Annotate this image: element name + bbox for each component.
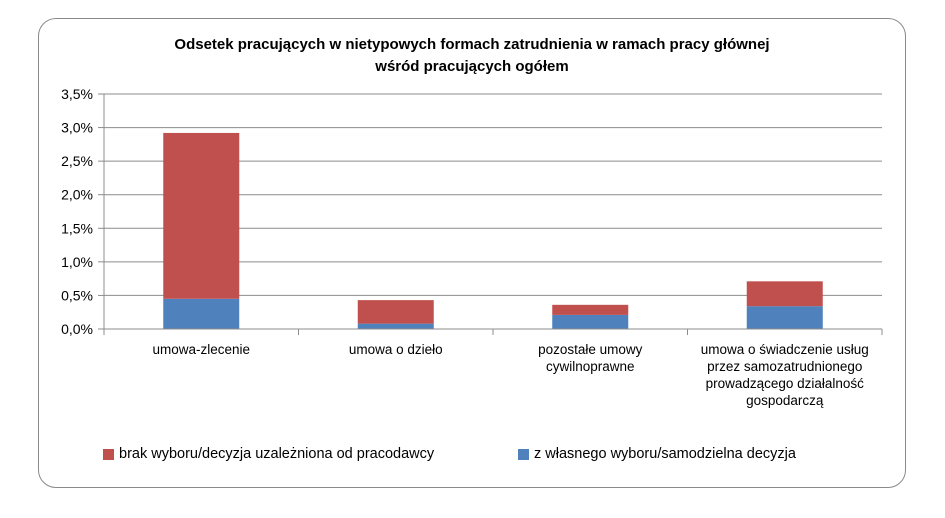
chart-title-line-1: Odsetek pracujących w nietypowych formac… (174, 36, 770, 53)
legend-label-brak-wyboru: brak wyboru/decyzja uzależniona od praco… (119, 446, 435, 462)
x-category-label-line: umowa o świadczenie usług (700, 342, 869, 357)
legend-item-brak-wyboru: brak wyboru/decyzja uzależniona od praco… (103, 446, 434, 462)
x-category-label-line: cywilnoprawne (545, 359, 635, 374)
y-tick-label: 1,0% (61, 254, 93, 270)
bar-brak-wyboru-0 (163, 132, 240, 299)
x-category-label-line: prowadzącego działalność (705, 376, 864, 391)
bar-brak-wyboru-1 (357, 300, 434, 324)
legend-item-wlasny-wybor: z własnego wyboru/samodzielna decyzja (518, 446, 796, 462)
x-category-label-line: umowa-zlecenie (152, 342, 251, 357)
legend-swatch-red (103, 448, 114, 460)
bar-brak-wyboru-3 (746, 281, 823, 307)
y-tick-label: 3,5% (61, 86, 93, 102)
legend-swatch-blue (518, 448, 529, 460)
y-tick-label: 2,0% (61, 187, 93, 203)
bar-wlasny-wybor-2 (552, 314, 629, 329)
chart-title: Odsetek pracujących w nietypowych formac… (38, 34, 906, 78)
y-tick-label: 0,5% (61, 287, 93, 303)
bar-wlasny-wybor-1 (357, 323, 434, 329)
x-category-label: umowa o dzieło (296, 341, 496, 358)
y-tick-label: 0,0% (61, 321, 93, 337)
x-category-label: umowa o świadczenie usług przez samozatru… (685, 341, 885, 409)
x-category-label-line: pozostałe umowy (538, 342, 643, 357)
x-category-label-line: umowa o dzieło (348, 342, 443, 357)
y-tick-label: 3,0% (61, 120, 93, 136)
bar-wlasny-wybor-3 (746, 306, 823, 329)
y-tick-label: 1,5% (61, 220, 93, 236)
x-category-label-line: gospodarczą (746, 393, 824, 408)
x-category-label: pozostałe umowy cywilnoprawne (490, 341, 690, 375)
x-category-label: umowa-zlecenie (101, 341, 301, 358)
chart-title-line-2: wśród pracujących ogółem (375, 58, 569, 75)
bar-wlasny-wybor-0 (163, 298, 240, 329)
legend-label-wlasny-wybor: z własnego wyboru/samodzielna decyzja (534, 446, 796, 462)
y-tick-label: 2,5% (61, 153, 93, 169)
bar-brak-wyboru-2 (552, 304, 629, 315)
x-category-label-line: przez samozatrudnionego (707, 359, 863, 374)
